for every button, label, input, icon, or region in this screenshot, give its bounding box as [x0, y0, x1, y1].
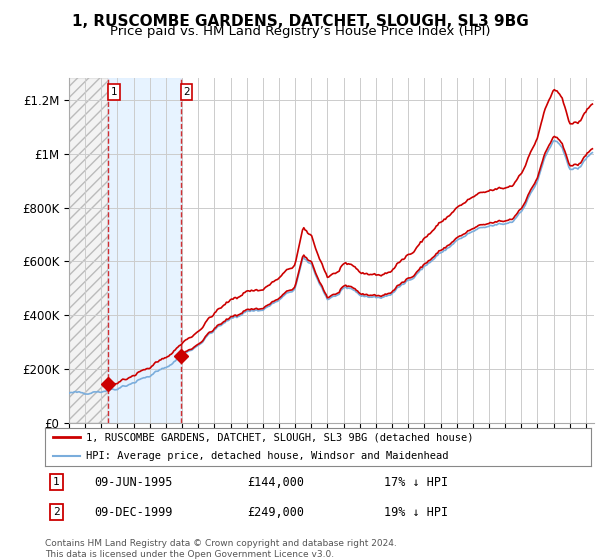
Text: 1, RUSCOMBE GARDENS, DATCHET, SLOUGH, SL3 9BG: 1, RUSCOMBE GARDENS, DATCHET, SLOUGH, SL…	[71, 14, 529, 29]
Text: HPI: Average price, detached house, Windsor and Maidenhead: HPI: Average price, detached house, Wind…	[86, 451, 448, 461]
Text: Contains HM Land Registry data © Crown copyright and database right 2024.
This d: Contains HM Land Registry data © Crown c…	[45, 539, 397, 559]
Text: Price paid vs. HM Land Registry’s House Price Index (HPI): Price paid vs. HM Land Registry’s House …	[110, 25, 490, 38]
Bar	[109, 78, 181, 423]
Bar	[69, 78, 109, 423]
Text: 17% ↓ HPI: 17% ↓ HPI	[383, 475, 448, 488]
Text: 2: 2	[53, 507, 60, 517]
Text: 1, RUSCOMBE GARDENS, DATCHET, SLOUGH, SL3 9BG (detached house): 1, RUSCOMBE GARDENS, DATCHET, SLOUGH, SL…	[86, 432, 473, 442]
Text: 09-JUN-1995: 09-JUN-1995	[94, 475, 173, 488]
Text: 19% ↓ HPI: 19% ↓ HPI	[383, 506, 448, 519]
Text: 1: 1	[111, 87, 118, 97]
Text: 09-DEC-1999: 09-DEC-1999	[94, 506, 173, 519]
Text: 1: 1	[53, 477, 60, 487]
Text: £249,000: £249,000	[247, 506, 304, 519]
Bar	[69, 78, 109, 423]
Text: £144,000: £144,000	[247, 475, 304, 488]
Text: 2: 2	[183, 87, 190, 97]
